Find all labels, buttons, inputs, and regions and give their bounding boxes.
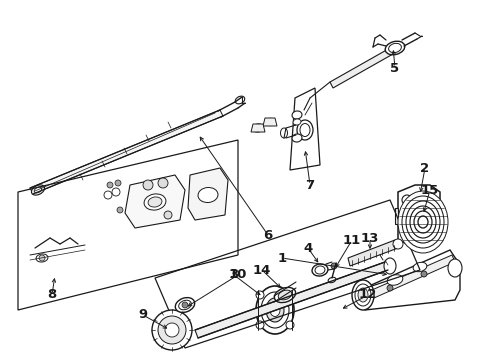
Circle shape bbox=[420, 271, 426, 277]
Ellipse shape bbox=[175, 298, 194, 312]
Ellipse shape bbox=[401, 196, 443, 248]
Ellipse shape bbox=[36, 254, 48, 262]
Polygon shape bbox=[364, 255, 454, 302]
Text: 14: 14 bbox=[252, 264, 271, 276]
Ellipse shape bbox=[269, 303, 280, 316]
Text: 7: 7 bbox=[305, 179, 314, 192]
Ellipse shape bbox=[299, 123, 309, 136]
Text: 1: 1 bbox=[277, 252, 286, 265]
Text: 3: 3 bbox=[229, 269, 238, 282]
Polygon shape bbox=[187, 168, 227, 220]
Polygon shape bbox=[397, 185, 439, 247]
Ellipse shape bbox=[274, 287, 295, 302]
Ellipse shape bbox=[409, 206, 435, 238]
Ellipse shape bbox=[252, 124, 263, 132]
Polygon shape bbox=[357, 250, 459, 310]
Circle shape bbox=[330, 263, 336, 269]
Text: 11: 11 bbox=[342, 234, 360, 247]
Ellipse shape bbox=[357, 288, 367, 302]
Text: 13: 13 bbox=[360, 231, 378, 244]
Text: 6: 6 bbox=[263, 229, 272, 242]
Ellipse shape bbox=[386, 275, 402, 285]
Text: 9: 9 bbox=[138, 309, 147, 321]
Ellipse shape bbox=[292, 119, 300, 125]
Circle shape bbox=[164, 323, 179, 337]
Text: 8: 8 bbox=[47, 288, 57, 302]
Circle shape bbox=[256, 291, 264, 299]
Ellipse shape bbox=[34, 187, 41, 193]
Circle shape bbox=[107, 182, 113, 188]
Circle shape bbox=[163, 211, 172, 219]
Circle shape bbox=[392, 239, 402, 249]
Polygon shape bbox=[394, 208, 397, 224]
Ellipse shape bbox=[385, 41, 404, 55]
Circle shape bbox=[424, 195, 434, 205]
Circle shape bbox=[386, 285, 392, 291]
Circle shape bbox=[285, 321, 293, 329]
Ellipse shape bbox=[327, 277, 335, 283]
Ellipse shape bbox=[354, 284, 370, 306]
Ellipse shape bbox=[256, 286, 293, 334]
Ellipse shape bbox=[409, 205, 427, 227]
Text: 2: 2 bbox=[420, 162, 428, 175]
Ellipse shape bbox=[235, 96, 244, 104]
Polygon shape bbox=[30, 110, 223, 194]
Circle shape bbox=[158, 178, 168, 188]
Ellipse shape bbox=[405, 201, 439, 243]
Ellipse shape bbox=[314, 266, 325, 274]
Circle shape bbox=[256, 321, 264, 329]
Ellipse shape bbox=[198, 188, 218, 203]
Text: 12: 12 bbox=[358, 288, 376, 302]
Ellipse shape bbox=[413, 211, 431, 233]
Circle shape bbox=[39, 255, 45, 261]
Text: 5: 5 bbox=[389, 62, 399, 75]
Ellipse shape bbox=[296, 120, 312, 140]
Ellipse shape bbox=[351, 280, 373, 310]
Ellipse shape bbox=[311, 264, 327, 276]
Text: 10: 10 bbox=[228, 269, 246, 282]
Ellipse shape bbox=[144, 194, 165, 210]
Circle shape bbox=[152, 310, 192, 350]
Ellipse shape bbox=[397, 191, 447, 253]
Circle shape bbox=[182, 302, 187, 308]
Circle shape bbox=[117, 207, 123, 213]
Circle shape bbox=[285, 291, 293, 299]
Circle shape bbox=[158, 316, 185, 344]
Ellipse shape bbox=[261, 292, 288, 328]
Text: 4: 4 bbox=[303, 242, 312, 255]
Polygon shape bbox=[125, 175, 184, 228]
Circle shape bbox=[142, 180, 153, 190]
Circle shape bbox=[424, 227, 434, 237]
Polygon shape bbox=[329, 48, 392, 88]
Circle shape bbox=[401, 227, 411, 237]
Ellipse shape bbox=[148, 197, 162, 207]
Ellipse shape bbox=[278, 290, 291, 300]
Circle shape bbox=[115, 180, 121, 186]
Ellipse shape bbox=[417, 216, 427, 228]
Ellipse shape bbox=[291, 111, 302, 119]
Ellipse shape bbox=[265, 118, 274, 126]
Circle shape bbox=[401, 195, 411, 205]
Polygon shape bbox=[347, 240, 397, 266]
Ellipse shape bbox=[178, 300, 191, 310]
Ellipse shape bbox=[388, 43, 401, 53]
Ellipse shape bbox=[291, 134, 302, 142]
Text: 15: 15 bbox=[420, 184, 438, 197]
Circle shape bbox=[112, 188, 120, 196]
Ellipse shape bbox=[447, 259, 461, 277]
Polygon shape bbox=[263, 118, 276, 126]
Ellipse shape bbox=[280, 128, 287, 138]
Circle shape bbox=[104, 191, 112, 199]
Ellipse shape bbox=[383, 258, 395, 274]
Polygon shape bbox=[195, 262, 387, 338]
Ellipse shape bbox=[265, 298, 284, 322]
Polygon shape bbox=[250, 124, 264, 132]
Ellipse shape bbox=[412, 262, 426, 272]
Ellipse shape bbox=[31, 185, 44, 195]
